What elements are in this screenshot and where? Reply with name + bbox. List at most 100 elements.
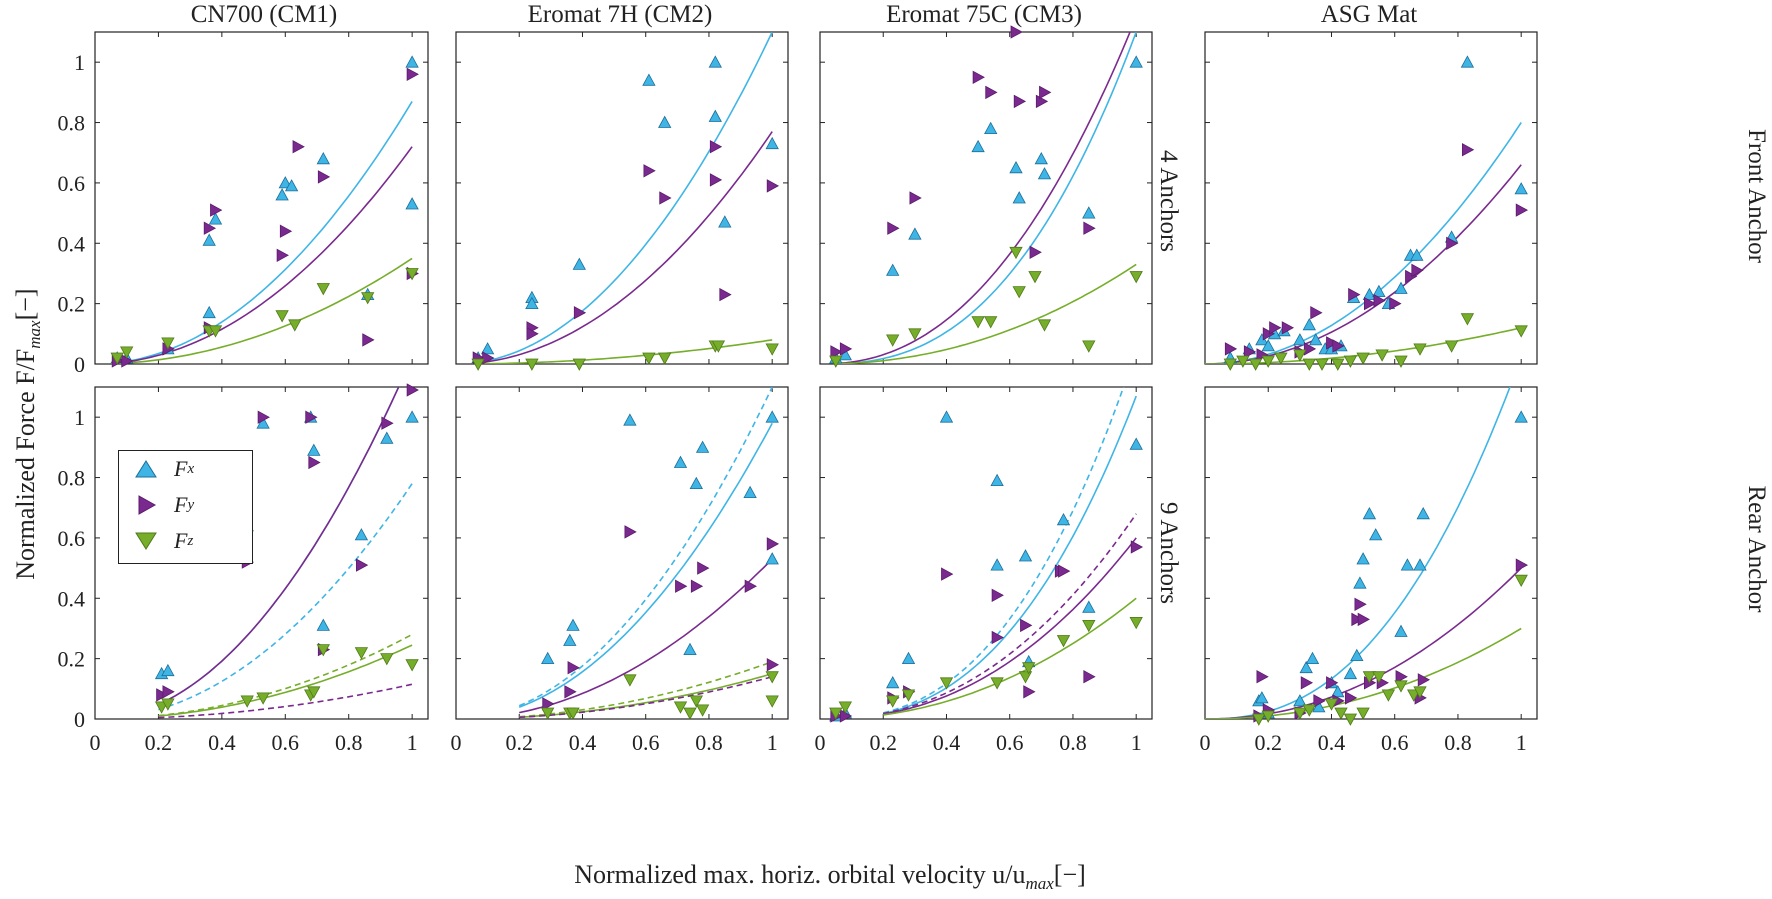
data-point-fy [1010, 25, 1023, 39]
data-point-fx [673, 455, 688, 468]
data-point-fy [1395, 670, 1408, 684]
data-point-fy [719, 287, 732, 302]
data-point-fz [256, 692, 270, 705]
data-point-fz [1381, 689, 1396, 702]
data-point-fx [886, 675, 900, 689]
data-point-fz [838, 701, 852, 714]
y-tick-label: 0.6 [58, 171, 86, 196]
data-point-fy [1303, 342, 1317, 356]
data-point-fy [121, 354, 134, 368]
data-point-fy [162, 685, 175, 699]
x-tick-label: 0.2 [1254, 730, 1282, 755]
data-point-fx [1034, 151, 1048, 165]
data-point-fz [886, 334, 900, 347]
data-point-fz [1261, 710, 1275, 723]
data-point-fz [316, 644, 330, 657]
fit-line [1205, 627, 1522, 719]
y-tick-label: 0.8 [58, 111, 86, 136]
data-point-fz [1252, 713, 1266, 726]
data-point-fz [525, 358, 539, 371]
x-tick-label: 0 [815, 730, 826, 755]
fit-line [158, 483, 413, 711]
x-tick-label: 0.2 [145, 730, 173, 755]
legend-marker-fz [135, 532, 157, 550]
data-point-fz [1460, 313, 1475, 326]
data-point-fx [1255, 333, 1269, 346]
data-point-fx [689, 476, 703, 490]
fit-line [1205, 567, 1522, 719]
fit-curves [110, 100, 413, 364]
data-point-fx [1410, 248, 1424, 261]
data-point-fz [673, 701, 688, 714]
data-point-fx [1362, 506, 1377, 520]
data-point-fy [305, 410, 318, 424]
data-point-fy [1256, 348, 1269, 362]
data-point-fy [766, 658, 780, 672]
data-point-fx [1293, 333, 1307, 346]
data-point-fy [1351, 612, 1364, 627]
panel-r1c1: 0 0.2 0.4 0.6 0.8 1 [451, 386, 789, 755]
data-point-fx [765, 410, 779, 423]
data-point-fz [1274, 352, 1288, 365]
data-point-fx [316, 618, 330, 631]
data-point-fx [1302, 317, 1316, 331]
data-point-fx [380, 431, 394, 444]
data-point-fx [1305, 651, 1320, 664]
data-point-fz [1407, 689, 1421, 702]
fit-line [471, 32, 773, 364]
x-tick-label: 0.8 [335, 730, 363, 755]
data-point-fz [288, 319, 302, 332]
data-point-fy [1023, 685, 1036, 699]
x-tick-label: 0.8 [1444, 730, 1472, 755]
fit-line [110, 146, 413, 364]
data-point-fx [202, 233, 216, 246]
data-point-fz [361, 292, 375, 305]
legend-marker-fy [138, 495, 157, 515]
data-point-fx [939, 410, 954, 423]
fit-line [835, 32, 1137, 364]
fit-line [518, 422, 773, 708]
data-point-fx [642, 73, 656, 86]
y-tick-label: 0.4 [58, 231, 86, 256]
data-point-fx [984, 121, 998, 135]
data-point-fz [711, 340, 726, 353]
data-point-fx [405, 197, 419, 210]
data-point-fy [1013, 94, 1027, 109]
data-point-fx [1514, 410, 1528, 423]
fit-line [519, 672, 773, 718]
axes-frame [94, 386, 429, 720]
data-point-fz [316, 283, 330, 296]
data-point-fy [766, 537, 780, 551]
fit-curves [1205, 122, 1522, 364]
data-point-fx [316, 151, 330, 165]
data-point-fx [1129, 55, 1143, 68]
data-point-fx [566, 618, 580, 631]
column-title-cn700: CN700 (CM1) [190, 1, 338, 28]
data-point-fy [564, 685, 577, 699]
data-point-fy [830, 345, 843, 359]
axes-frame [819, 386, 1153, 720]
data-point-fy [1446, 236, 1459, 250]
fit-line [471, 131, 773, 364]
data-point-fy [355, 558, 369, 572]
data-point-fz [405, 659, 419, 672]
data-point-fy [985, 85, 998, 100]
data-point-fy [675, 579, 688, 593]
data-point-fy [1300, 676, 1314, 690]
x-tick-label: 0 [451, 730, 462, 755]
data-point-fz [1129, 271, 1143, 284]
data-point-fz [307, 686, 321, 699]
x-tick-label: 0.4 [1318, 730, 1346, 755]
data-point-fy [1083, 221, 1096, 235]
x-tick-label: 1 [1516, 730, 1527, 755]
data-point-fy [766, 179, 780, 193]
data-point-fx [1056, 512, 1071, 526]
data-point-fy [257, 410, 270, 424]
axes-frame [455, 386, 789, 720]
data-point-fy [972, 70, 985, 84]
data-point-fy [1389, 296, 1402, 311]
data-point-fy [1058, 564, 1071, 578]
